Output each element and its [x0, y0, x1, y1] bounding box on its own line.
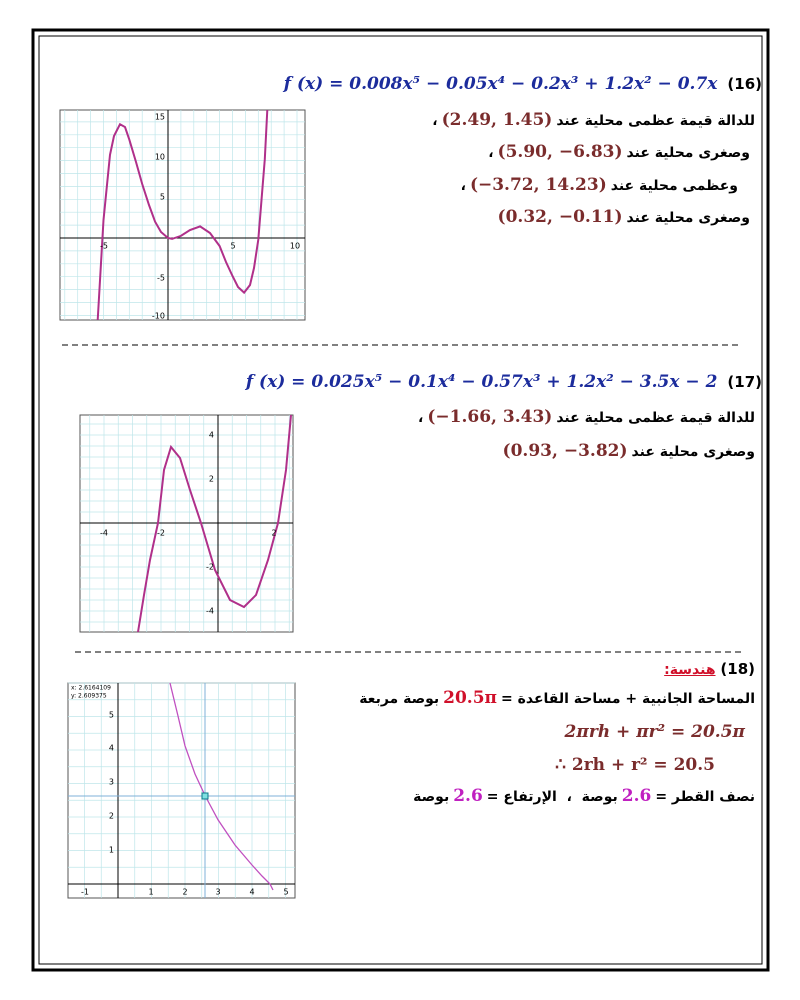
answer-unit: بوصة — [581, 789, 618, 805]
result-line: للدالة قيمة عظمى محلية عند(2.49, 1.45)، — [432, 110, 755, 130]
result-text: وصغرى محلية عند — [626, 210, 750, 226]
y-tick-label: 2 — [209, 475, 214, 484]
point: (0.32, −0.11) — [497, 207, 623, 227]
answer-value: 2.6 — [621, 786, 652, 806]
equation: f (x) = 0.025x⁵ − 0.1x⁴ − 0.57x³ + 1.2x²… — [245, 372, 718, 392]
x-tick-label: 4 — [249, 888, 254, 897]
answer-value: 2.6 — [453, 786, 483, 806]
result-line: وصغرى محلية عند(0.32, −0.11) — [494, 207, 750, 227]
y-tick-label: 5 — [160, 193, 165, 202]
area-unit: بوصة مربعة — [359, 691, 440, 707]
equation: 2πrh + πr² = 20.5π — [564, 722, 745, 742]
result-line: وصغرى محلية عند(5.90, −6.83)، — [488, 142, 750, 162]
equation-row: f (x) = 0.025x⁵ − 0.1x⁴ − 0.57x³ + 1.2x²… — [246, 372, 762, 392]
function-curve — [137, 414, 292, 633]
result-text: وصغرى محلية عند — [626, 145, 750, 161]
graph: x: 2.6164109 y: 2.609375 -1 1 2 3 4 5 5 … — [67, 682, 296, 899]
problem-number: (18) — [720, 660, 755, 678]
x-tick-label: 2 — [182, 888, 187, 897]
separator: ، — [566, 789, 572, 805]
answer-line: نصف القطر =2.6بوصة ، الإرتفاع =2.6بوصة — [413, 786, 755, 806]
y-tick-label: 2 — [109, 812, 114, 821]
equation: ∴ 2rh + r² = 20.5 — [555, 755, 715, 775]
point: (−3.72, 14.23) — [469, 175, 607, 195]
page-border — [31, 28, 770, 972]
result-line: للدالة قيمة عظمى محلية عند(−1.66, 3.43)، — [418, 407, 755, 427]
intersection-point — [201, 792, 209, 800]
readout: x: 2.6164109 — [71, 685, 111, 692]
heading: هندسة: — [664, 662, 716, 678]
y-tick-label: -10 — [152, 312, 165, 321]
point: (0.93, −3.82) — [502, 441, 628, 461]
answer-label: الإرتفاع = — [486, 789, 557, 805]
function-curve — [96, 109, 269, 321]
function-curve — [169, 682, 274, 891]
y-tick-label: 3 — [109, 778, 114, 787]
problem-number: (17) — [727, 373, 762, 391]
y-tick-label: 1 — [109, 846, 114, 855]
equation-row: f (x) = 0.008x⁵ − 0.05x⁴ − 0.2x³ + 1.2x²… — [284, 74, 762, 94]
answer-label: نصف القطر = — [655, 789, 755, 805]
y-tick-label: 5 — [109, 711, 114, 720]
result-text: للدالة قيمة عظمى محلية عند — [556, 113, 755, 129]
x-tick-label: 10 — [290, 242, 300, 251]
area-value: 20.5π — [443, 688, 497, 708]
heading-line: (18) هندسة: — [664, 660, 755, 678]
x-tick-label: -5 — [100, 242, 108, 251]
y-tick-label: 15 — [155, 113, 165, 122]
separator: ، — [418, 410, 424, 426]
y-tick-label: -5 — [157, 274, 165, 283]
x-tick-label: 5 — [230, 242, 235, 251]
page-border-inner — [38, 35, 763, 965]
result-text: للدالة قيمة عظمى محلية عند — [556, 410, 755, 426]
area-text: المساحة الجانبية + مساحة القاعدة = — [501, 691, 755, 707]
equation: f (x) = 0.008x⁵ − 0.05x⁴ − 0.2x³ + 1.2x²… — [283, 74, 718, 94]
point: (2.49, 1.45) — [441, 110, 553, 130]
x-tick-label: -2 — [157, 529, 165, 538]
x-tick-label: 5 — [283, 888, 288, 897]
problem-number: (16) — [727, 75, 762, 93]
x-tick-label: 1 — [148, 888, 153, 897]
y-tick-label: -4 — [206, 607, 214, 616]
point: (5.90, −6.83) — [497, 142, 623, 162]
readout: y: 2.609375 — [71, 693, 107, 700]
result-line: وصغرى محلية عند(0.93, −3.82) — [499, 441, 755, 461]
y-tick-label: -2 — [206, 563, 214, 572]
grid — [60, 110, 305, 320]
separator: ، — [460, 178, 466, 194]
x-tick-label: -4 — [100, 529, 108, 538]
y-tick-label: 10 — [155, 153, 165, 162]
graph-frame — [59, 109, 306, 321]
graph: -4 -2 2 4 2 -2 -4 — [79, 414, 294, 633]
x-tick-label: 3 — [215, 888, 220, 897]
graph: -5 5 10 15 10 5 -5 -10 — [59, 109, 306, 321]
result-text: وعظمى محلية عند — [610, 178, 738, 194]
y-tick-label: 4 — [109, 744, 114, 753]
separator: ، — [432, 113, 438, 129]
y-tick-label: 4 — [209, 431, 214, 440]
x-tick-label: -1 — [81, 888, 89, 897]
point: (−1.66, 3.43) — [427, 407, 553, 427]
area-line: المساحة الجانبية + مساحة القاعدة =20.5πب… — [359, 688, 755, 708]
separator: ، — [488, 145, 494, 161]
graph-frame — [67, 682, 296, 899]
answer-unit: بوصة — [413, 789, 450, 805]
result-line: وعظمى محلية عند(−3.72, 14.23)، — [461, 175, 738, 195]
result-text: وصغرى محلية عند — [631, 444, 755, 460]
x-tick-label: 2 — [271, 529, 276, 538]
